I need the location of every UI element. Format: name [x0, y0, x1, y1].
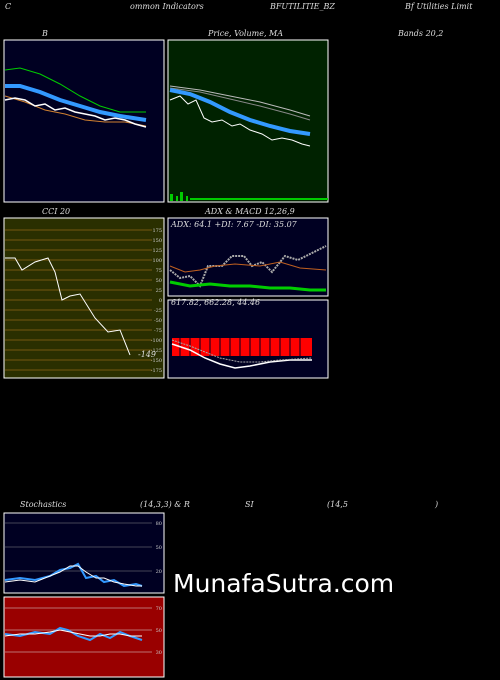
rsi-signal — [4, 629, 142, 637]
y-tick-label: 0 — [159, 298, 162, 304]
y-tick-label: -175 — [151, 368, 162, 374]
y-tick-label: 80 — [156, 521, 162, 527]
adx-values: ADX: 64.1 +DI: 7.67 -DI: 35.07 — [170, 220, 298, 229]
volume-bars — [170, 192, 328, 201]
y-tick-label: 50 — [156, 278, 162, 284]
band-lower — [4, 95, 147, 127]
ma-line — [169, 87, 311, 121]
y-tick-label: -25 — [154, 308, 162, 314]
y-tick-label: -100 — [151, 338, 162, 344]
y-tick-label: -50 — [154, 318, 162, 324]
y-tick-label: -125 — [151, 348, 162, 354]
adx-panel — [167, 217, 329, 297]
y-tick-label: -150 — [151, 358, 162, 364]
macd-values: 617.82, 662.28, 44.46 — [171, 298, 260, 307]
panel-label: Stochastics — [20, 500, 66, 509]
cci-panel — [3, 217, 165, 379]
panel-label: SI — [245, 500, 254, 509]
y-tick-label: 175 — [152, 228, 162, 234]
panel-label: (14,3,3) & R — [140, 500, 190, 509]
adx-line — [169, 245, 327, 288]
panel-label: ) — [434, 500, 438, 509]
y-tick-label: 20 — [156, 569, 162, 575]
y-tick-label: 50 — [156, 545, 162, 551]
ma-line — [169, 85, 311, 117]
panel-label: (14,5 — [327, 500, 348, 509]
macd-histogram — [172, 338, 312, 356]
signal-line — [171, 339, 313, 363]
macd-line — [171, 343, 312, 369]
di-plus — [169, 280, 326, 292]
stoch-d — [4, 565, 142, 587]
y-tick-label: 100 — [152, 258, 162, 264]
price-line — [169, 95, 311, 147]
panel-label: ADX & MACD 12,26,9 — [204, 207, 295, 216]
y-tick-label: 125 — [152, 248, 162, 254]
y-tick-label: 50 — [156, 628, 162, 634]
y-tick-label: 75 — [156, 268, 162, 274]
y-tick-label: 70 — [156, 606, 162, 612]
y-tick-label: 30 — [156, 650, 162, 656]
price-line — [4, 97, 147, 128]
panel-label: B — [41, 29, 48, 38]
stoch-k — [4, 562, 143, 588]
y-tick-label: 150 — [152, 238, 162, 244]
band-upper — [4, 67, 146, 113]
cci-value: -149 — [138, 350, 156, 359]
histogram-gaps — [179, 338, 301, 356]
ma-thick — [169, 88, 311, 136]
header-symbol: BFUTILITIE_BZ — [269, 2, 335, 11]
header-left: C — [5, 2, 11, 11]
rsi-line — [4, 626, 143, 642]
header-company: Bf Utilities Limit — [404, 2, 473, 11]
watermark: MunafaSutra.com — [173, 569, 394, 598]
di-minus — [169, 261, 327, 273]
panel-label: Bands 20,2 — [397, 29, 443, 38]
panel-label: CCI 20 — [42, 207, 70, 216]
y-tick-label: 25 — [156, 288, 162, 294]
y-tick-label: -75 — [154, 328, 162, 334]
band-middle — [5, 84, 147, 122]
header-title: ommon Indicators — [130, 2, 204, 11]
cci-line — [5, 257, 131, 356]
bollinger-panel — [3, 39, 165, 203]
panel-label: Price, Volume, MA — [207, 29, 283, 38]
